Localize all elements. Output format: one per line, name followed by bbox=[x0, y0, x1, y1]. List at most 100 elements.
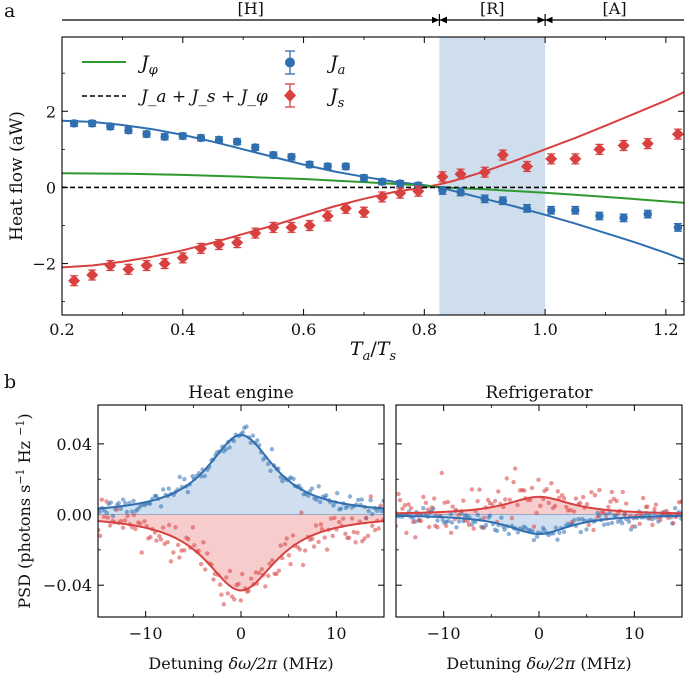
red-data-point bbox=[396, 491, 401, 497]
blue-data-point bbox=[123, 500, 128, 506]
red-data-point bbox=[466, 522, 472, 528]
red-data-point bbox=[203, 567, 208, 572]
js-point bbox=[545, 152, 558, 165]
red-data-point bbox=[439, 470, 444, 476]
red-data-point bbox=[630, 524, 635, 529]
red-data-point bbox=[504, 476, 509, 481]
red-data-point bbox=[469, 487, 475, 492]
red-data-point bbox=[376, 526, 381, 531]
red-data-point bbox=[319, 526, 325, 532]
x-tick-label: 10 bbox=[624, 624, 644, 643]
red-data-point bbox=[571, 509, 577, 514]
blue-data-point bbox=[231, 438, 237, 444]
blue-data-point bbox=[347, 494, 353, 499]
regime-label: [H] bbox=[237, 0, 263, 18]
heat-flow-lines bbox=[62, 91, 684, 269]
panel-a: a [H] [R] [A] 0.2 0.4 0.6 0.8 1.0 1.2 −2 0 2 Jφ J_… bbox=[4, 0, 685, 364]
red-data-point bbox=[343, 531, 348, 536]
heat-engine-plot bbox=[98, 424, 384, 607]
y-tick-label: 0 bbox=[46, 178, 56, 197]
red-data-point bbox=[404, 530, 409, 536]
blue-data-point bbox=[160, 487, 166, 492]
ja-point bbox=[142, 129, 151, 139]
red-data-point bbox=[365, 533, 371, 538]
blue-data-point bbox=[202, 473, 207, 479]
ja-point bbox=[359, 173, 369, 183]
blue-data-point bbox=[542, 527, 547, 533]
red-data-point bbox=[142, 519, 147, 524]
heat-flow-axes: 0.2 0.4 0.6 0.8 1.0 1.2 −2 0 2 bbox=[32, 37, 684, 339]
red-data-point bbox=[259, 567, 264, 572]
refrigerator-axes: −10 0 10 bbox=[395, 405, 683, 643]
red-data-point bbox=[198, 562, 204, 567]
blue-data-point bbox=[494, 528, 500, 533]
regime-label: [A] bbox=[603, 0, 627, 18]
red-data-point bbox=[310, 536, 315, 541]
red-data-point bbox=[158, 537, 164, 542]
ja-point bbox=[546, 206, 556, 215]
red-data-point bbox=[427, 524, 432, 530]
red-data-point bbox=[406, 502, 411, 507]
jphi-line bbox=[62, 172, 684, 204]
red-data-point bbox=[444, 523, 449, 528]
blue-data-point bbox=[248, 440, 253, 445]
blue-data-point bbox=[679, 516, 682, 521]
red-data-point bbox=[573, 496, 579, 501]
red-data-point bbox=[509, 515, 515, 521]
red-data-point bbox=[221, 602, 226, 607]
red-data-point bbox=[606, 504, 611, 510]
blue-data-point bbox=[227, 445, 232, 450]
red-data-point bbox=[528, 497, 533, 503]
blue-data-point bbox=[454, 525, 459, 530]
js-point bbox=[454, 168, 467, 181]
js-point bbox=[321, 209, 334, 222]
psd-ylabel: PSD (photons s−1 Hz −1) bbox=[14, 413, 34, 608]
blue-data-point bbox=[446, 518, 451, 524]
blue-data-point bbox=[166, 486, 171, 491]
red-data-point bbox=[637, 521, 642, 526]
blue-data-point bbox=[619, 521, 625, 526]
js-point bbox=[412, 185, 425, 198]
blue-data-point bbox=[185, 489, 191, 495]
red-data-point bbox=[560, 493, 565, 498]
y-tick-label: −0.04 bbox=[43, 576, 92, 595]
blue-data-point bbox=[584, 527, 589, 532]
red-data-point bbox=[639, 512, 644, 517]
blue-data-point bbox=[331, 503, 336, 508]
blue-data-point bbox=[131, 498, 136, 504]
ja-point bbox=[287, 152, 296, 162]
red-data-point bbox=[267, 561, 272, 566]
ja-point bbox=[522, 204, 532, 213]
blue-data-point bbox=[435, 518, 440, 523]
red-data-point bbox=[429, 505, 435, 510]
red-data-point bbox=[104, 499, 109, 504]
blue-data-point bbox=[147, 501, 153, 506]
heat-engine-title: Heat engine bbox=[188, 383, 294, 403]
js-point bbox=[140, 259, 153, 272]
red-data-point bbox=[148, 534, 153, 540]
red-data-point bbox=[597, 487, 602, 493]
y-tick-label: 0.04 bbox=[56, 435, 92, 454]
red-data-point bbox=[471, 526, 476, 531]
refrigerator-xlabel: Detuning δω/2π (MHz) bbox=[446, 654, 631, 673]
red-data-point bbox=[263, 584, 268, 589]
blue-fit-line bbox=[98, 433, 384, 510]
x-tick-label: −10 bbox=[427, 624, 461, 643]
red-data-point bbox=[120, 525, 126, 530]
red-data-point bbox=[303, 548, 308, 553]
red-data-point bbox=[562, 496, 567, 501]
x-tick-label: 0.2 bbox=[49, 320, 74, 339]
red-data-point bbox=[205, 551, 210, 556]
red-data-point bbox=[534, 510, 539, 516]
blue-data-point bbox=[314, 497, 319, 502]
red-data-point bbox=[448, 530, 454, 535]
red-data-point bbox=[421, 494, 426, 500]
legend-ja-swatch bbox=[285, 50, 295, 75]
blue-data-point bbox=[448, 511, 453, 517]
red-data-point bbox=[477, 487, 482, 492]
red-data-point bbox=[249, 576, 254, 581]
red-data-point bbox=[501, 504, 506, 510]
js-point bbox=[436, 170, 449, 183]
red-data-point bbox=[332, 515, 337, 521]
ja-point bbox=[571, 206, 580, 215]
